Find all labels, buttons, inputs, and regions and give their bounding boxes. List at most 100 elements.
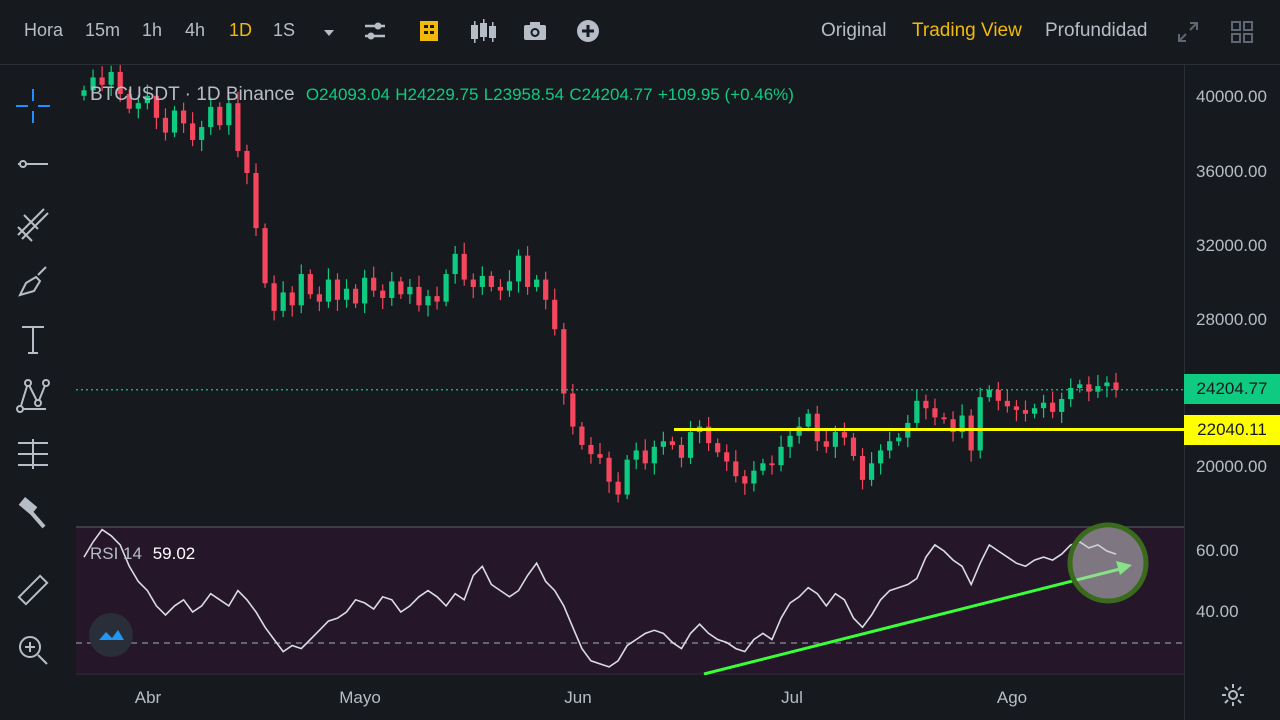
candle-body bbox=[1013, 406, 1020, 411]
text-tool-icon[interactable] bbox=[14, 321, 52, 359]
candle-body bbox=[887, 441, 893, 451]
candle-body bbox=[932, 408, 938, 418]
candle-body bbox=[362, 277, 368, 304]
candle-body bbox=[280, 292, 286, 311]
ruler-icon[interactable] bbox=[14, 571, 52, 609]
high-value: H24229.75 bbox=[395, 85, 479, 104]
time-tick: Jun bbox=[564, 688, 592, 707]
candle-body bbox=[715, 443, 721, 453]
chart-canvas[interactable] bbox=[76, 62, 1184, 676]
candle-body bbox=[289, 292, 295, 306]
candle-body bbox=[117, 71, 123, 94]
change-value: +109.95 (+0.46%) bbox=[657, 85, 794, 104]
interval-label: · 1D bbox=[184, 84, 221, 105]
candle-body bbox=[1031, 408, 1038, 414]
hammer-icon[interactable] bbox=[14, 493, 52, 531]
timeframe-hora[interactable]: Hora bbox=[24, 20, 64, 40]
candle-body bbox=[162, 117, 169, 133]
candlestick-type-icon[interactable] bbox=[468, 18, 498, 44]
measure-range-icon[interactable] bbox=[14, 435, 52, 473]
candle-body bbox=[552, 299, 558, 330]
timeframe-4h[interactable]: 4h bbox=[185, 20, 206, 40]
candle-body bbox=[1113, 382, 1119, 390]
camera-icon[interactable] bbox=[522, 18, 548, 44]
candle-body bbox=[506, 281, 513, 291]
zoom-in-icon[interactable] bbox=[14, 631, 52, 669]
candle-body bbox=[524, 255, 531, 287]
candle-body bbox=[470, 279, 476, 287]
ohlc-legend: BTCUSDT · 1D Binance O24093.04 H24229.75… bbox=[90, 84, 794, 106]
candle-body bbox=[588, 444, 594, 455]
view-original[interactable]: Original bbox=[821, 20, 887, 41]
candle-body bbox=[950, 419, 956, 433]
candle-body bbox=[814, 413, 820, 442]
candle-body bbox=[226, 103, 232, 126]
candle-body bbox=[642, 450, 648, 464]
candle-body bbox=[859, 455, 866, 480]
candle-body bbox=[108, 71, 114, 85]
candle-body bbox=[352, 288, 359, 304]
fib-tool-icon[interactable] bbox=[14, 205, 52, 243]
chevron-down-icon[interactable] bbox=[318, 22, 340, 44]
candle-body bbox=[515, 255, 522, 282]
horizontal-line-icon[interactable] bbox=[14, 145, 52, 183]
candle-body bbox=[425, 296, 431, 306]
price-tick: 36000.00 bbox=[1196, 162, 1267, 181]
candle-body bbox=[253, 173, 259, 229]
settings-sliders-icon[interactable] bbox=[362, 18, 388, 44]
view-profundidad[interactable]: Profundidad bbox=[1045, 20, 1148, 41]
candle-body bbox=[479, 275, 485, 287]
candle-body bbox=[1095, 386, 1101, 392]
indicators-icon[interactable] bbox=[416, 18, 442, 44]
highlight-circle bbox=[1067, 522, 1149, 604]
timeframe-1s[interactable]: 1S bbox=[273, 20, 296, 40]
candle-body bbox=[995, 389, 1001, 401]
candle-body bbox=[180, 110, 187, 124]
tradingview-logo-icon[interactable] bbox=[88, 612, 134, 658]
candle-body bbox=[760, 463, 766, 471]
candle-body bbox=[823, 441, 829, 447]
expand-icon[interactable] bbox=[1176, 20, 1200, 44]
pattern-tool-icon[interactable] bbox=[14, 377, 52, 415]
candle-body bbox=[660, 441, 666, 447]
candle-body bbox=[796, 426, 802, 436]
rsi-tick: 60.00 bbox=[1196, 541, 1239, 560]
timeframe-15m[interactable]: 15m bbox=[85, 20, 121, 40]
layout-grid-icon[interactable] bbox=[1230, 20, 1254, 44]
candle-body bbox=[1086, 384, 1092, 392]
candle-body bbox=[371, 277, 377, 291]
candle-body bbox=[633, 450, 639, 460]
timeframe-1d[interactable]: 1D bbox=[229, 20, 253, 40]
candle-body bbox=[1050, 402, 1056, 412]
price-tick: 20000.00 bbox=[1196, 457, 1267, 476]
candle-body bbox=[787, 435, 793, 447]
add-icon[interactable] bbox=[575, 18, 601, 44]
symbol-label: BTCUSDT bbox=[90, 84, 180, 105]
candle-body bbox=[343, 288, 350, 300]
close-value: C24204.77 bbox=[569, 85, 653, 104]
timeframe-1h[interactable]: 1h bbox=[142, 20, 163, 40]
candle-body bbox=[208, 106, 214, 128]
candle-body bbox=[570, 393, 576, 427]
candle-body bbox=[461, 253, 467, 280]
view-trading-view[interactable]: Trading View bbox=[912, 20, 1022, 41]
candle-body bbox=[914, 400, 920, 423]
candle-body bbox=[443, 274, 449, 302]
candle-body bbox=[407, 286, 413, 295]
rsi-trendline bbox=[703, 565, 1129, 676]
candle-body bbox=[416, 286, 422, 306]
price-chart[interactable] bbox=[76, 62, 1184, 676]
candle-body bbox=[805, 413, 811, 427]
crosshair-icon[interactable] bbox=[14, 87, 52, 125]
brush-icon[interactable] bbox=[14, 263, 52, 301]
candle-body bbox=[81, 90, 87, 96]
candle-body bbox=[497, 286, 504, 291]
candle-body bbox=[1022, 410, 1029, 414]
candle-body bbox=[171, 110, 178, 133]
candle-body bbox=[190, 123, 196, 140]
gear-icon[interactable] bbox=[1220, 682, 1246, 708]
candle-body bbox=[298, 274, 304, 306]
rsi-legend: RSI 14 59.02 bbox=[90, 544, 195, 564]
current-price-tag: 24204.77 bbox=[1184, 374, 1280, 404]
candle-body bbox=[733, 461, 739, 477]
